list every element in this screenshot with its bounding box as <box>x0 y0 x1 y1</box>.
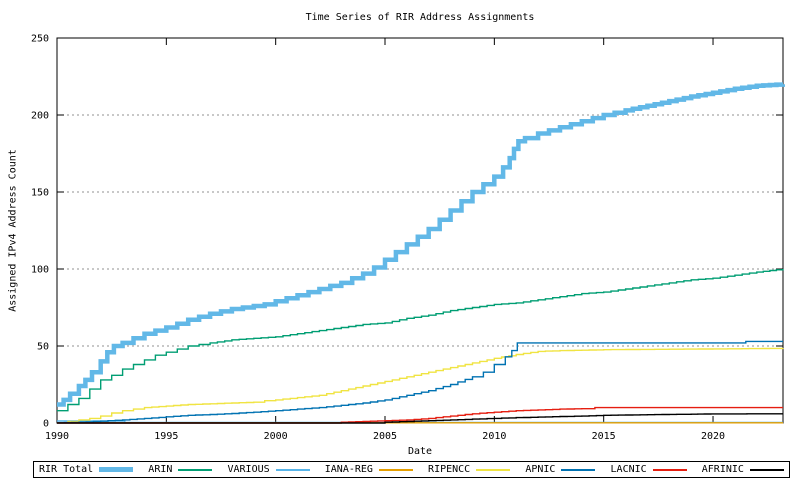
legend-label: APNIC <box>525 464 556 475</box>
x-tick-label: 1990 <box>45 431 69 442</box>
legend-line-sample <box>99 467 134 472</box>
y-tick-label: 100 <box>31 265 49 276</box>
y-tick-label: 50 <box>37 342 49 353</box>
legend: RIR Total ARIN VARIOUS IANA-REG RIPENCC APNIC… <box>33 461 790 478</box>
y-tick-label: 200 <box>31 111 49 122</box>
y-tick-label: 0 <box>43 419 49 430</box>
x-axis-label: Date <box>407 446 433 457</box>
legend-line-sample <box>749 468 784 471</box>
legend-label: IANA-REG <box>324 464 373 475</box>
legend-label: ARIN <box>148 464 173 475</box>
legend-label: RIR Total <box>39 464 94 475</box>
x-tick-label: 1995 <box>154 431 178 442</box>
legend-item-apnic: APNIC <box>525 464 596 475</box>
legend-item-rir-total: RIR Total <box>39 464 134 475</box>
legend-item-lacnic: LACNIC <box>611 464 687 475</box>
x-tick-label: 2015 <box>592 431 616 442</box>
legend-label: LACNIC <box>610 464 647 475</box>
legend-item-ripencc: RIPENCC <box>428 464 511 475</box>
legend-line-sample <box>378 468 413 471</box>
x-tick-label: 2000 <box>264 431 288 442</box>
series-line-apnic <box>57 340 783 424</box>
legend-item-various: VARIOUS <box>228 464 310 475</box>
series-line-arin <box>57 269 784 412</box>
legend-label: VARIOUS <box>227 464 270 475</box>
legend-line-sample <box>561 468 596 471</box>
y-tick-label: 250 <box>31 34 49 45</box>
series-line-afrinic <box>57 413 783 424</box>
legend-label: AFRINIC <box>701 464 744 475</box>
x-tick-label: 2010 <box>482 431 506 442</box>
x-tick-label: 2020 <box>701 431 725 442</box>
y-tick-label: 150 <box>31 188 49 199</box>
plot-border <box>56 37 784 424</box>
series-line-ripencc <box>57 347 784 424</box>
series-line-rir-total <box>57 82 785 407</box>
legend-line-sample <box>652 468 687 471</box>
legend-label: RIPENCC <box>428 464 471 475</box>
legend-item-iana-reg: IANA-REG <box>325 464 413 475</box>
legend-item-arin: ARIN <box>148 464 213 475</box>
legend-line-sample <box>178 468 213 471</box>
legend-line-sample <box>476 468 511 471</box>
x-tick-label: 2005 <box>373 431 397 442</box>
legend-line-sample <box>275 468 310 471</box>
chart-title: Time Series of RIR Address Assignments <box>305 12 535 23</box>
legend-item-afrinic: AFRINIC <box>702 464 784 475</box>
